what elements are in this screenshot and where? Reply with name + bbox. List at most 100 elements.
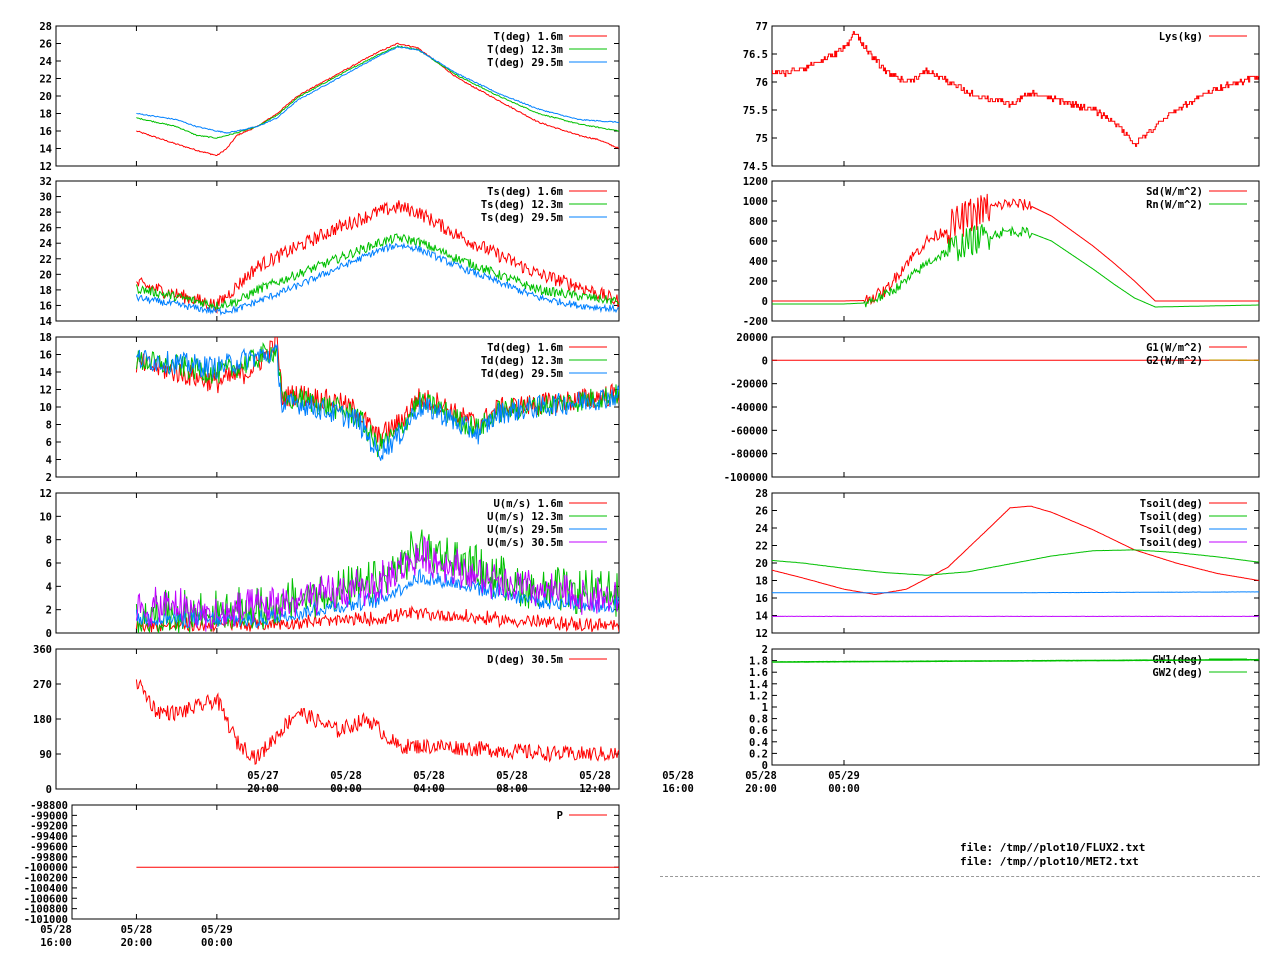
y-tick-label: 0 <box>762 355 768 367</box>
y-tick-label: 20 <box>39 91 52 103</box>
x-tick-label-time: 12:00 <box>579 783 611 795</box>
y-tick-label: 0 <box>46 628 52 640</box>
chart-frame <box>56 649 619 789</box>
y-tick-label: -20000 <box>730 379 768 391</box>
legend-label: Ts(deg) 1.6m <box>487 186 563 198</box>
y-tick-label: 75 <box>755 133 768 145</box>
y-tick-label: 0 <box>762 296 768 308</box>
x-tick-label-date: 05/28 <box>579 770 611 782</box>
y-tick-label: 12 <box>39 385 52 397</box>
y-tick-label: 0.4 <box>749 737 768 749</box>
legend-label: Td(deg) 1.6m <box>487 342 563 354</box>
legend-label: U(m/s) 30.5m <box>487 537 563 549</box>
y-tick-label: 1.6 <box>749 667 768 679</box>
series-line-Lys-0 <box>761 32 1259 147</box>
y-tick-label: 200 <box>749 276 768 288</box>
y-tick-label: 18 <box>39 332 52 344</box>
x-tick-label-time: 08:00 <box>496 783 528 795</box>
y-tick-label: 6 <box>46 558 52 570</box>
series-line-Ts-1 <box>136 234 619 309</box>
legend-label: Tsoil(deg) <box>1140 511 1203 523</box>
y-tick-label: 16 <box>39 300 52 312</box>
y-tick-label: 8 <box>46 420 52 432</box>
x-tick-label-date: 05/27 <box>247 770 279 782</box>
y-tick-label: 2 <box>46 472 52 484</box>
y-tick-label: 76.5 <box>743 49 768 61</box>
legend-label: G2(W/m^2) <box>1146 355 1203 367</box>
y-tick-label: 1000 <box>743 196 768 208</box>
y-tick-label: 26 <box>755 506 768 518</box>
x-tick-label-date: 05/29 <box>828 770 860 782</box>
file-label-flux: file: /tmp//plot10/FLUX2.txt <box>960 841 1145 855</box>
y-tick-label: 12 <box>755 628 768 640</box>
x-tick-label-time: 04:00 <box>413 783 445 795</box>
y-tick-label: 90 <box>39 749 52 761</box>
y-tick-label: 4 <box>46 581 52 593</box>
series-line-Tsoil-2 <box>761 592 1259 593</box>
legend-label: D(deg) 30.5m <box>487 654 563 666</box>
y-tick-label: 28 <box>755 488 768 500</box>
legend-label: G1(W/m^2) <box>1146 342 1203 354</box>
y-tick-label: -200 <box>743 316 768 328</box>
y-tick-label: 77 <box>755 21 768 33</box>
x-tick-label-time: 20:00 <box>247 783 279 795</box>
y-tick-label: 8 <box>46 535 52 547</box>
x-tick-label-date: 05/28 <box>413 770 445 782</box>
series-line-Tsoil-1 <box>761 550 1259 575</box>
y-tick-label: 800 <box>749 216 768 228</box>
y-tick-label: 4 <box>46 455 52 467</box>
x-tick-label-time: 20:00 <box>745 783 777 795</box>
legend-label: Ts(deg) 12.3m <box>481 199 563 211</box>
legend-label: T(deg) 1.6m <box>493 31 563 43</box>
y-tick-label: 6 <box>46 437 52 449</box>
legend-label: Tsoil(deg) <box>1140 524 1203 536</box>
y-tick-label: 22 <box>39 74 52 86</box>
x-tick-label-time: 00:00 <box>828 783 860 795</box>
y-tick-label: 16 <box>39 126 52 138</box>
chart-GW: 00.20.40.60.811.21.41.61.8205/2720:0005/… <box>247 644 1259 795</box>
x-tick-label-date: 05/28 <box>745 770 777 782</box>
legend-label: U(m/s) 1.6m <box>493 498 563 510</box>
series-line-D-0 <box>136 679 619 764</box>
y-tick-label: 20 <box>39 269 52 281</box>
y-tick-label: 26 <box>39 39 52 51</box>
y-tick-label: 24 <box>755 523 768 535</box>
y-tick-label: 1 <box>762 702 768 714</box>
y-tick-label: 14 <box>755 611 768 623</box>
y-tick-label: 10 <box>39 511 52 523</box>
y-tick-label: 14 <box>39 367 52 379</box>
y-tick-label: 0.6 <box>749 725 768 737</box>
y-tick-label: 22 <box>755 541 768 553</box>
y-tick-label: 18 <box>39 109 52 121</box>
chart-G: -100000-80000-60000-40000-20000020000G1(… <box>724 332 1259 484</box>
y-tick-label: 1.2 <box>749 690 768 702</box>
file-label-met: file: /tmp//plot10/MET2.txt <box>960 855 1145 869</box>
y-tick-label: -80000 <box>730 449 768 461</box>
y-tick-label: 76 <box>755 77 768 89</box>
y-tick-label: 270 <box>33 679 52 691</box>
legend-label: U(m/s) 12.3m <box>487 511 563 523</box>
y-tick-label: 0.2 <box>749 748 768 760</box>
x-tick-label-time: 16:00 <box>40 937 72 949</box>
x-tick-label-time: 00:00 <box>330 783 362 795</box>
y-tick-label: -40000 <box>730 402 768 414</box>
y-tick-label: 180 <box>33 714 52 726</box>
y-tick-label: 32 <box>39 176 52 188</box>
y-tick-label: 18 <box>755 576 768 588</box>
x-tick-label-date: 05/28 <box>40 924 72 936</box>
y-tick-label: 28 <box>39 21 52 33</box>
y-tick-label: 16 <box>755 593 768 605</box>
y-tick-label: 2 <box>46 605 52 617</box>
chart-Rad: -200020040060080010001200Sd(W/m^2)Rn(W/m… <box>743 176 1259 328</box>
y-tick-label: 18 <box>39 285 52 297</box>
separator-line <box>660 876 1260 877</box>
y-tick-label: 28 <box>39 207 52 219</box>
y-tick-label: 20 <box>755 558 768 570</box>
y-tick-label: 14 <box>39 144 52 156</box>
